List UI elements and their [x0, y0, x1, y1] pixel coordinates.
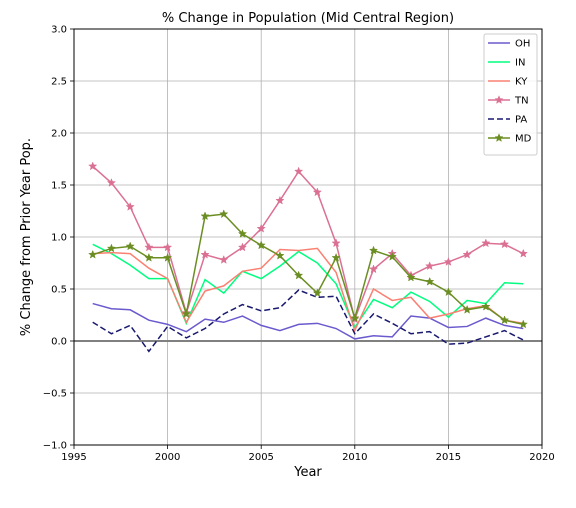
legend-item-tn: TN — [488, 95, 529, 107]
y-axis-label: % Change from Prior Year Pop. — [19, 138, 34, 336]
data-point — [331, 238, 341, 248]
x-axis-label: Year — [293, 465, 322, 480]
legend-label: TN — [514, 96, 529, 107]
data-point — [499, 315, 510, 325]
data-point — [425, 276, 435, 286]
series-line-ky — [92, 247, 524, 333]
series-layer — [88, 161, 528, 353]
data-point — [518, 319, 528, 329]
x-tick-label: 2005 — [248, 452, 273, 463]
legend-item-pa: PA — [488, 115, 527, 126]
x-tick-label: 2015 — [436, 452, 461, 463]
legend-box — [483, 33, 538, 156]
data-point — [162, 242, 173, 252]
data-point — [237, 242, 248, 252]
legend-label: MD — [515, 134, 532, 145]
y-tick-label: 0.0 — [51, 337, 67, 348]
data-point — [200, 211, 210, 221]
data-point — [181, 309, 191, 318]
data-point — [256, 223, 266, 233]
data-point — [144, 252, 154, 262]
legend-item-in: IN — [488, 58, 525, 69]
data-point — [88, 249, 98, 259]
series-oh — [92, 302, 524, 340]
data-point — [518, 248, 528, 258]
data-point — [219, 254, 229, 264]
data-point — [443, 287, 454, 297]
series-in — [92, 243, 524, 330]
x-tick-label: 1995 — [61, 452, 86, 463]
legend-label: OH — [515, 39, 530, 50]
series-line-md — [92, 213, 524, 326]
y-tick-label: 0.5 — [51, 285, 67, 296]
series-line-oh — [92, 302, 524, 340]
y-tick-label: −1.0 — [43, 441, 67, 452]
data-point — [312, 187, 323, 197]
legend-item-ky: KY — [488, 77, 528, 88]
data-point — [219, 209, 229, 219]
data-point — [106, 243, 117, 253]
legend-item-md: MD — [488, 133, 532, 145]
series-md — [88, 209, 528, 329]
data-point — [293, 166, 304, 176]
y-tick-label: 3.0 — [51, 25, 67, 36]
data-point — [331, 252, 341, 262]
legend-marker — [494, 133, 504, 142]
data-point — [350, 313, 360, 323]
data-point — [481, 301, 491, 311]
series-line-pa — [92, 289, 524, 353]
y-tick-label: 2.5 — [51, 77, 67, 88]
legend: OH IN KY TN PA MD — [483, 33, 538, 156]
chart-title: % Change in Population (Mid Central Regi… — [162, 11, 454, 26]
legend-marker — [494, 95, 504, 104]
data-point — [406, 272, 416, 282]
data-point — [462, 249, 472, 259]
series-line-tn — [92, 165, 524, 322]
y-tick-label: 2.0 — [51, 129, 67, 140]
data-point — [443, 257, 454, 266]
data-point — [125, 201, 135, 211]
data-point — [312, 288, 323, 298]
x-tick-label: 2020 — [529, 452, 554, 463]
data-point — [425, 261, 435, 271]
x-tick-label: 2010 — [342, 452, 367, 463]
y-tick-label: 1.5 — [51, 181, 67, 192]
data-point — [256, 240, 266, 250]
y-tick-label: 1.0 — [51, 233, 67, 244]
data-point — [499, 239, 510, 249]
data-point — [368, 264, 379, 274]
data-point — [387, 251, 397, 261]
data-point — [237, 228, 248, 238]
data-point — [275, 195, 285, 205]
x-tick-label: 2000 — [155, 452, 180, 463]
series-tn — [88, 161, 528, 324]
data-point — [293, 270, 304, 280]
data-point — [368, 245, 379, 255]
series-ky — [92, 247, 524, 333]
data-point — [200, 249, 210, 259]
data-point — [106, 178, 117, 187]
series-line-in — [92, 243, 524, 330]
legend-label: KY — [515, 77, 528, 88]
data-point — [462, 304, 472, 314]
tick-layer: 1995 2000 2005 2010 2015 2020 −1.0 −0.5 0.0 0.5 1.… — [43, 25, 555, 464]
data-point — [125, 241, 135, 251]
data-point — [88, 161, 98, 171]
series-pa — [92, 289, 524, 353]
legend-label: IN — [515, 58, 525, 69]
legend-label: PA — [515, 115, 527, 126]
y-tick-label: −0.5 — [43, 389, 67, 400]
data-point — [144, 242, 154, 252]
data-point — [162, 252, 173, 262]
legend-item-oh: OH — [488, 39, 530, 50]
data-point — [275, 250, 285, 260]
data-point — [481, 238, 491, 248]
